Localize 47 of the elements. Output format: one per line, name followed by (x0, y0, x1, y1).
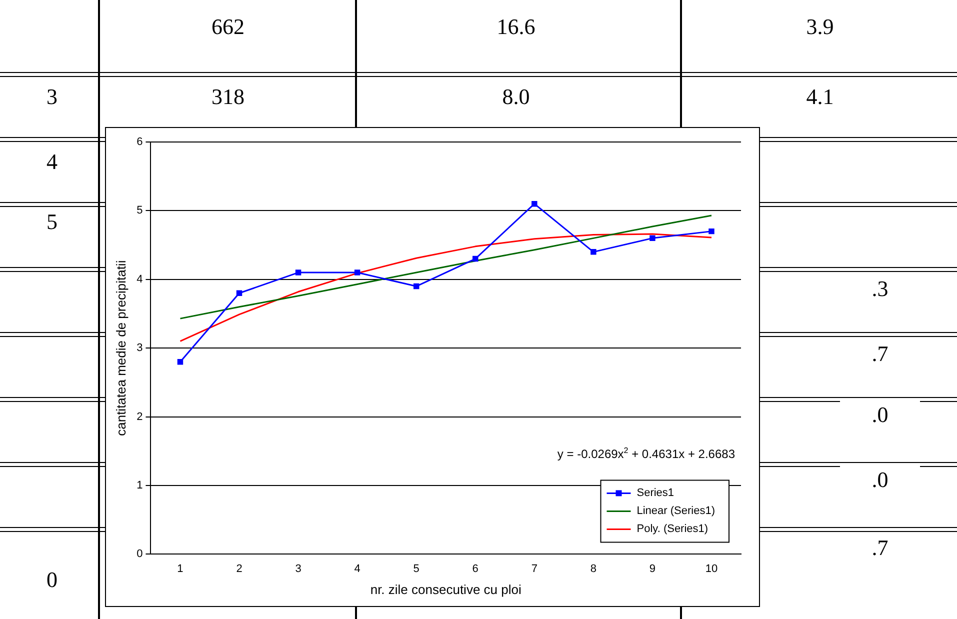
point (650, 235, 656, 242)
x-tick-label: 6 (472, 562, 478, 575)
text: .0 (840, 466, 920, 494)
text: 0 (12, 566, 92, 594)
x-tick-label: 3 (295, 562, 302, 575)
text: 8.0 (476, 83, 556, 111)
y-tick-label: 4 (136, 273, 143, 286)
y-tick-label: 6 (136, 136, 143, 148)
point (532, 200, 538, 207)
text: 318 (188, 83, 268, 111)
text: 16.6 (476, 13, 556, 41)
x-tick-label: 7 (531, 562, 538, 575)
y-tick-label: 1 (136, 480, 143, 492)
y-tick-label: 0 (136, 548, 143, 560)
x-tick-label: 9 (649, 562, 656, 575)
point (295, 270, 302, 276)
point (472, 256, 478, 262)
legend-label: Series1 (636, 487, 674, 500)
text: 5 (12, 208, 92, 236)
legend-label: Poly. (Series1) (636, 523, 708, 536)
x-tick-label: 5 (413, 562, 420, 575)
x-tick-label: 8 (590, 562, 596, 575)
point (236, 290, 242, 296)
y-tick-label: 5 (136, 204, 143, 217)
text: 3.9 (780, 13, 860, 41)
point (708, 228, 714, 234)
text: .3 (840, 275, 920, 303)
text: 4 (12, 148, 92, 176)
point (354, 270, 360, 276)
point (590, 249, 596, 255)
y-tick-label: 2 (136, 410, 143, 423)
x-axis-title: nr. zile consecutive cu ploi (370, 582, 522, 597)
y-axis-title: cantitatea medie de precipitatii (113, 260, 128, 436)
point (177, 358, 184, 365)
text: 662 (188, 13, 268, 41)
text: 3 (12, 83, 92, 111)
x-tick-label: 10 (705, 562, 718, 575)
x-tick-label: 4 (354, 562, 360, 575)
text: .7 (840, 340, 920, 368)
legend-label: Linear (Series1) (636, 505, 716, 518)
x-tick-label: 1 (177, 562, 184, 575)
text: 4.1 (780, 83, 860, 111)
text: .0 (840, 401, 920, 429)
point (413, 283, 420, 290)
x-tick-label: 2 (236, 562, 242, 575)
y-tick-label: 3 (136, 342, 143, 354)
text: .7 (840, 534, 920, 562)
